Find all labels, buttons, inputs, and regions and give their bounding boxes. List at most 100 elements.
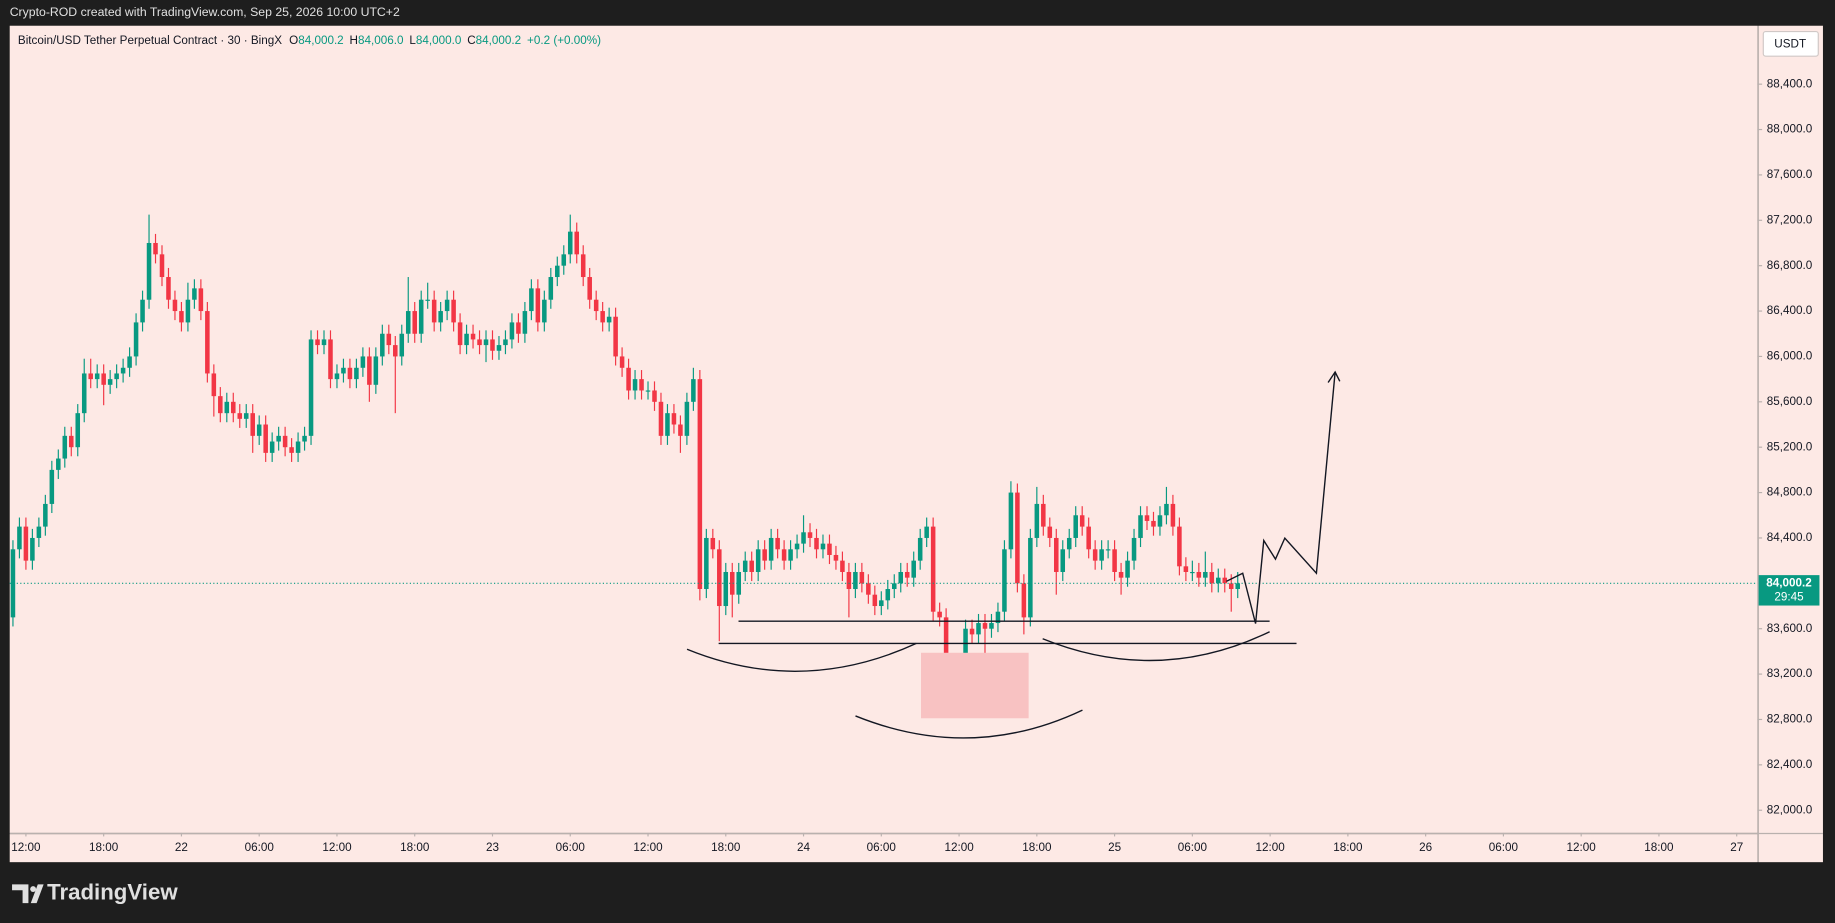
candle-body (146, 242, 152, 300)
candle-body (256, 424, 262, 436)
logo-mark (12, 884, 44, 904)
candle-body (1028, 537, 1033, 618)
candle-body (483, 339, 489, 346)
head-arc (855, 709, 1083, 739)
candle-body (1138, 515, 1143, 538)
y-tick-label: 87,200.0 (1767, 213, 1813, 226)
candle-body (114, 373, 119, 380)
candle-body (1015, 492, 1020, 584)
candle-body (250, 413, 255, 436)
candle-body (1079, 515, 1085, 527)
candle-body (1235, 583, 1240, 590)
candle-body (179, 311, 184, 323)
candle-body (580, 254, 586, 278)
legend-key: C (467, 34, 475, 47)
candle-body (645, 390, 651, 392)
candle-body (282, 435, 288, 448)
y-tick-label: 88,400.0 (1767, 77, 1813, 90)
candle-body (807, 532, 813, 538)
candle-body (444, 299, 450, 312)
legend-value: 84,000.2 (476, 34, 521, 47)
y-tick-label: 85,600.0 (1767, 395, 1813, 408)
y-tick-label: 82,400.0 (1767, 758, 1813, 771)
candle-body (827, 543, 832, 555)
candle-body (159, 254, 165, 278)
candle-body (775, 537, 780, 550)
candle-body (833, 554, 839, 561)
candle-body (542, 299, 547, 323)
candle-body (574, 231, 580, 255)
candle-body (49, 469, 55, 504)
candle-body (879, 600, 884, 607)
candle-body (218, 396, 223, 414)
candle-body (101, 373, 106, 385)
candle-body (820, 543, 826, 550)
candle-body (781, 549, 787, 561)
candle-body (522, 311, 528, 334)
candle-body (1216, 577, 1221, 584)
left-shoulder-arc (686, 642, 917, 672)
candle-body (755, 549, 761, 572)
y-tick-label: 83,600.0 (1767, 622, 1813, 635)
watermark: Crypto-ROD created with TradingView.com,… (10, 5, 400, 19)
candle-body (431, 299, 437, 323)
x-tick-label: 12:00 (11, 841, 41, 854)
currency-box[interactable] (1762, 31, 1819, 57)
candle-body (198, 288, 204, 312)
candle-body (1099, 549, 1104, 561)
candle-body (334, 373, 340, 380)
x-tick-label: 25 (1108, 841, 1122, 854)
candle-body (69, 435, 74, 448)
candle-body (652, 390, 657, 402)
candle-body (613, 316, 618, 357)
candle-body (1209, 571, 1215, 584)
y-tick-label: 86,800.0 (1767, 259, 1813, 272)
candle-body (192, 288, 197, 300)
candle-body (749, 560, 754, 572)
x-tick-label: 18:00 (711, 841, 741, 854)
y-tick-label: 84,800.0 (1767, 486, 1813, 499)
candle-body (794, 543, 800, 550)
candle-body (1066, 537, 1072, 550)
x-tick-label: 26 (1419, 841, 1432, 854)
candle-body (671, 413, 677, 425)
candle-body (224, 401, 230, 414)
x-tick-label: 18:00 (1022, 841, 1052, 854)
candle-body (438, 311, 443, 323)
candle-body (1196, 571, 1202, 578)
candle-body (490, 339, 495, 351)
candle-body (17, 526, 22, 550)
x-tick-label: 22 (175, 841, 188, 854)
countdown: 29:45 (1774, 590, 1804, 603)
candle-body (328, 339, 333, 380)
candle-body (924, 526, 929, 538)
y-tick-label: 83,200.0 (1767, 667, 1813, 680)
x-tick-label: 06:00 (1178, 841, 1208, 854)
candle-body (561, 254, 567, 266)
brand-logo (12, 884, 44, 904)
x-tick-label: 18:00 (89, 841, 119, 854)
candle-body (684, 401, 690, 436)
candle-body (937, 611, 942, 618)
candle-body (1112, 549, 1117, 572)
candle-body (341, 367, 346, 374)
candle-body (885, 589, 891, 601)
candle-body (866, 583, 871, 595)
candle-body (723, 571, 729, 607)
candle-body (263, 424, 268, 453)
x-tick-label: 06:00 (245, 841, 275, 854)
candle-body (399, 333, 405, 357)
candle-body (140, 299, 145, 323)
candle-body (1164, 503, 1169, 516)
candle-body (107, 379, 113, 385)
candle-body (1060, 549, 1066, 572)
candle-body (425, 299, 430, 301)
candle-body (237, 413, 243, 419)
candle-body (872, 594, 878, 607)
candle-body (943, 617, 949, 663)
symbol-title: Bitcoin/USD Tether Perpetual Contract · … (18, 34, 282, 47)
candle-body (1041, 503, 1046, 527)
candle-body (75, 413, 81, 448)
